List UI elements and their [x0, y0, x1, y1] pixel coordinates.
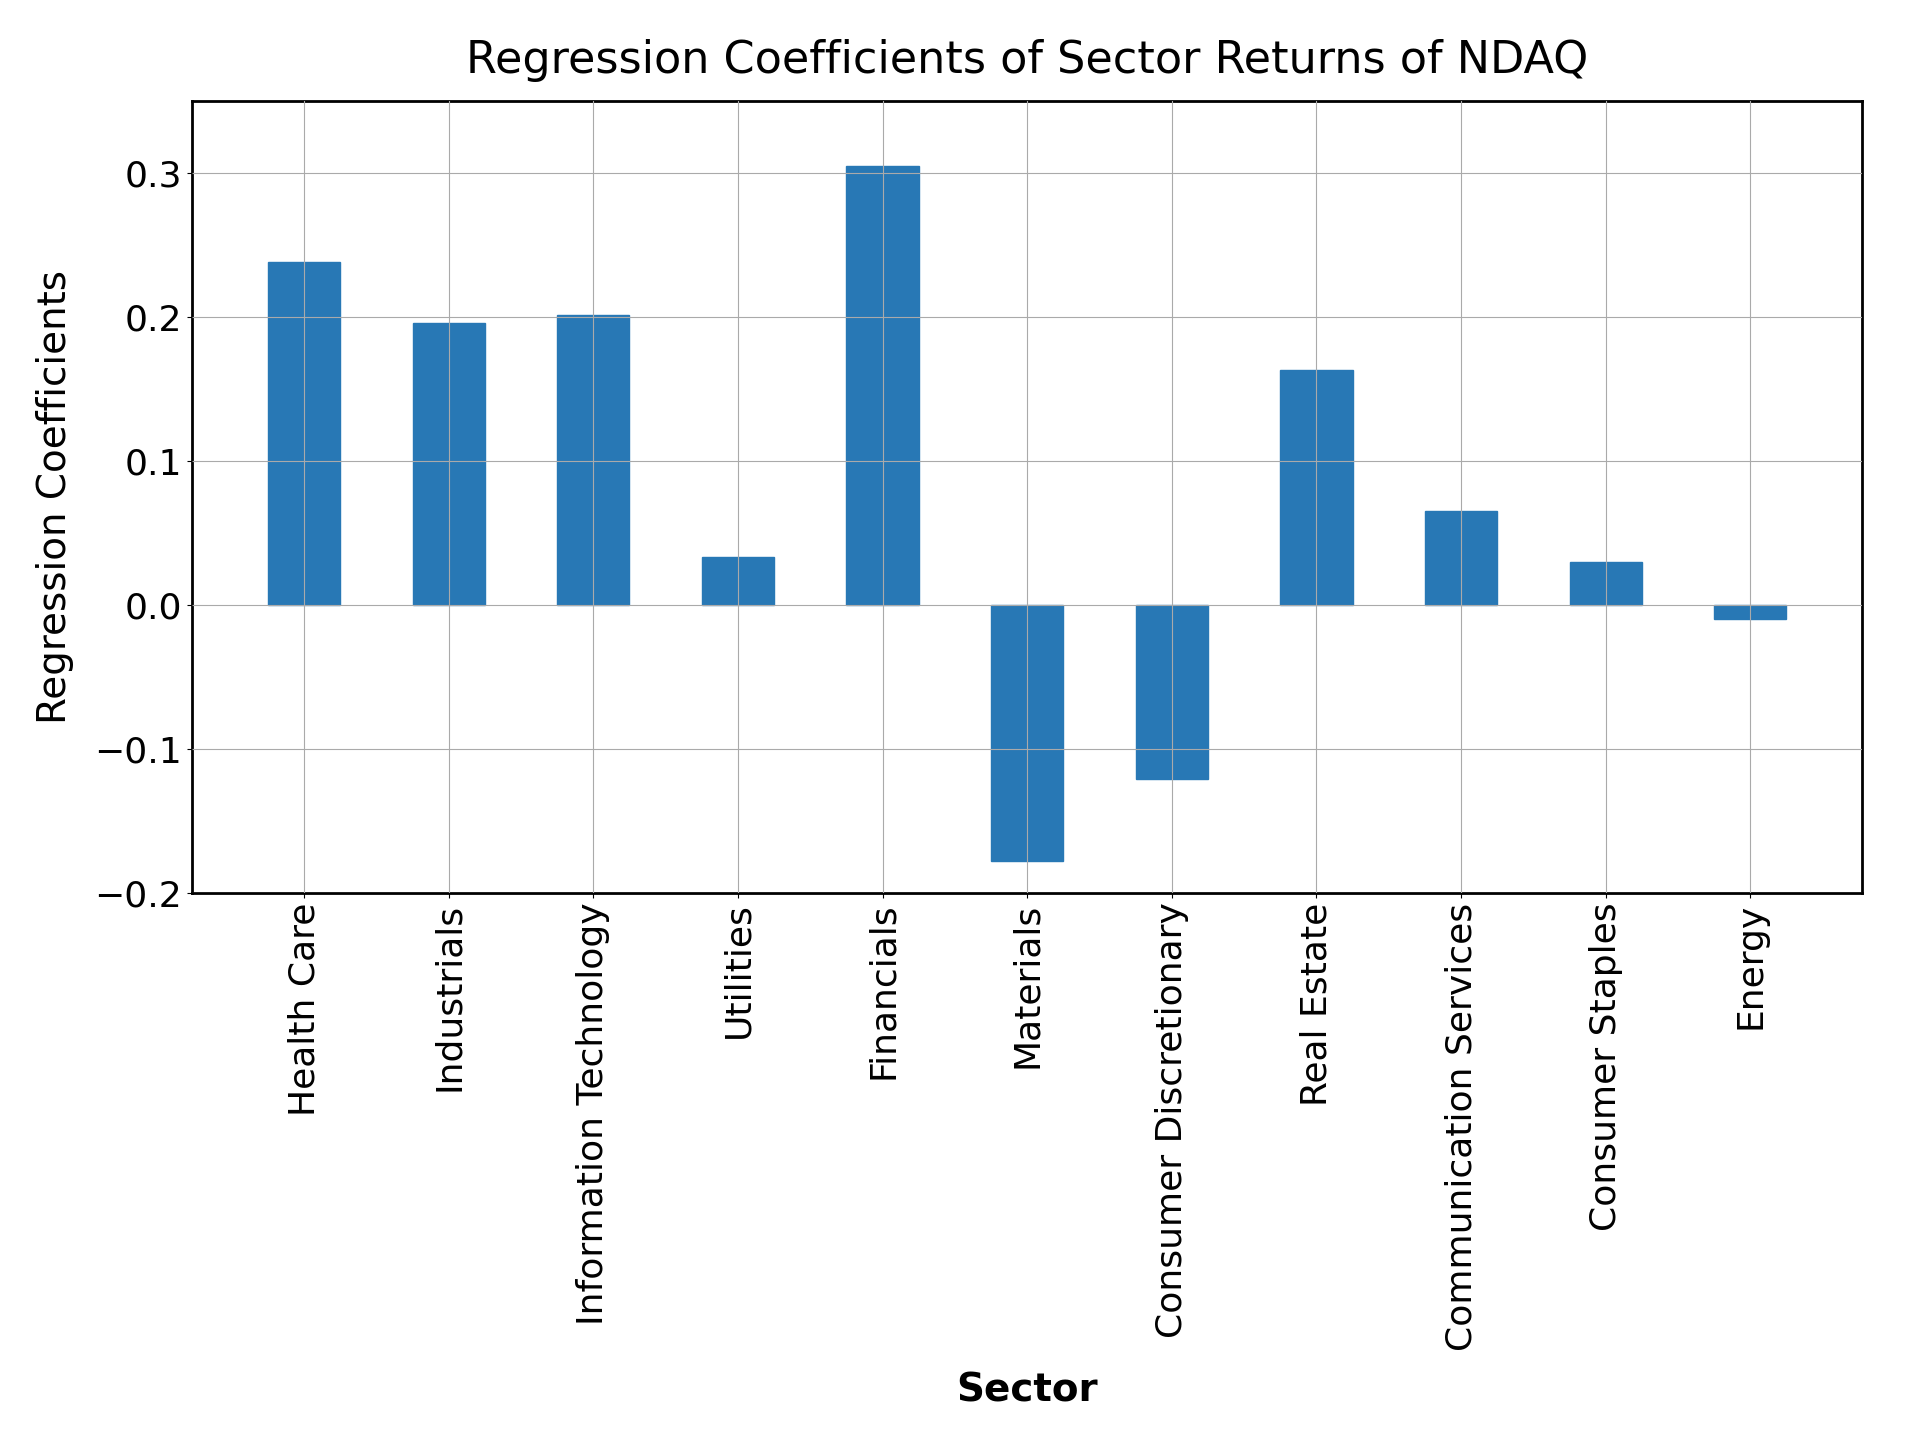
Bar [1715, 605, 1786, 619]
Bar [1425, 511, 1498, 605]
Bar [413, 323, 486, 605]
Bar [557, 315, 630, 605]
Bar [269, 262, 340, 605]
Bar [703, 557, 774, 605]
Bar [847, 166, 920, 605]
Y-axis label: Regression Coefficients: Regression Coefficients [36, 269, 73, 724]
Bar [991, 605, 1064, 861]
Bar [1135, 605, 1208, 779]
Title: Regression Coefficients of Sector Returns of NDAQ: Regression Coefficients of Sector Return… [467, 39, 1588, 82]
Bar [1569, 562, 1642, 605]
X-axis label: Sector: Sector [956, 1371, 1098, 1410]
Bar [1281, 370, 1352, 605]
